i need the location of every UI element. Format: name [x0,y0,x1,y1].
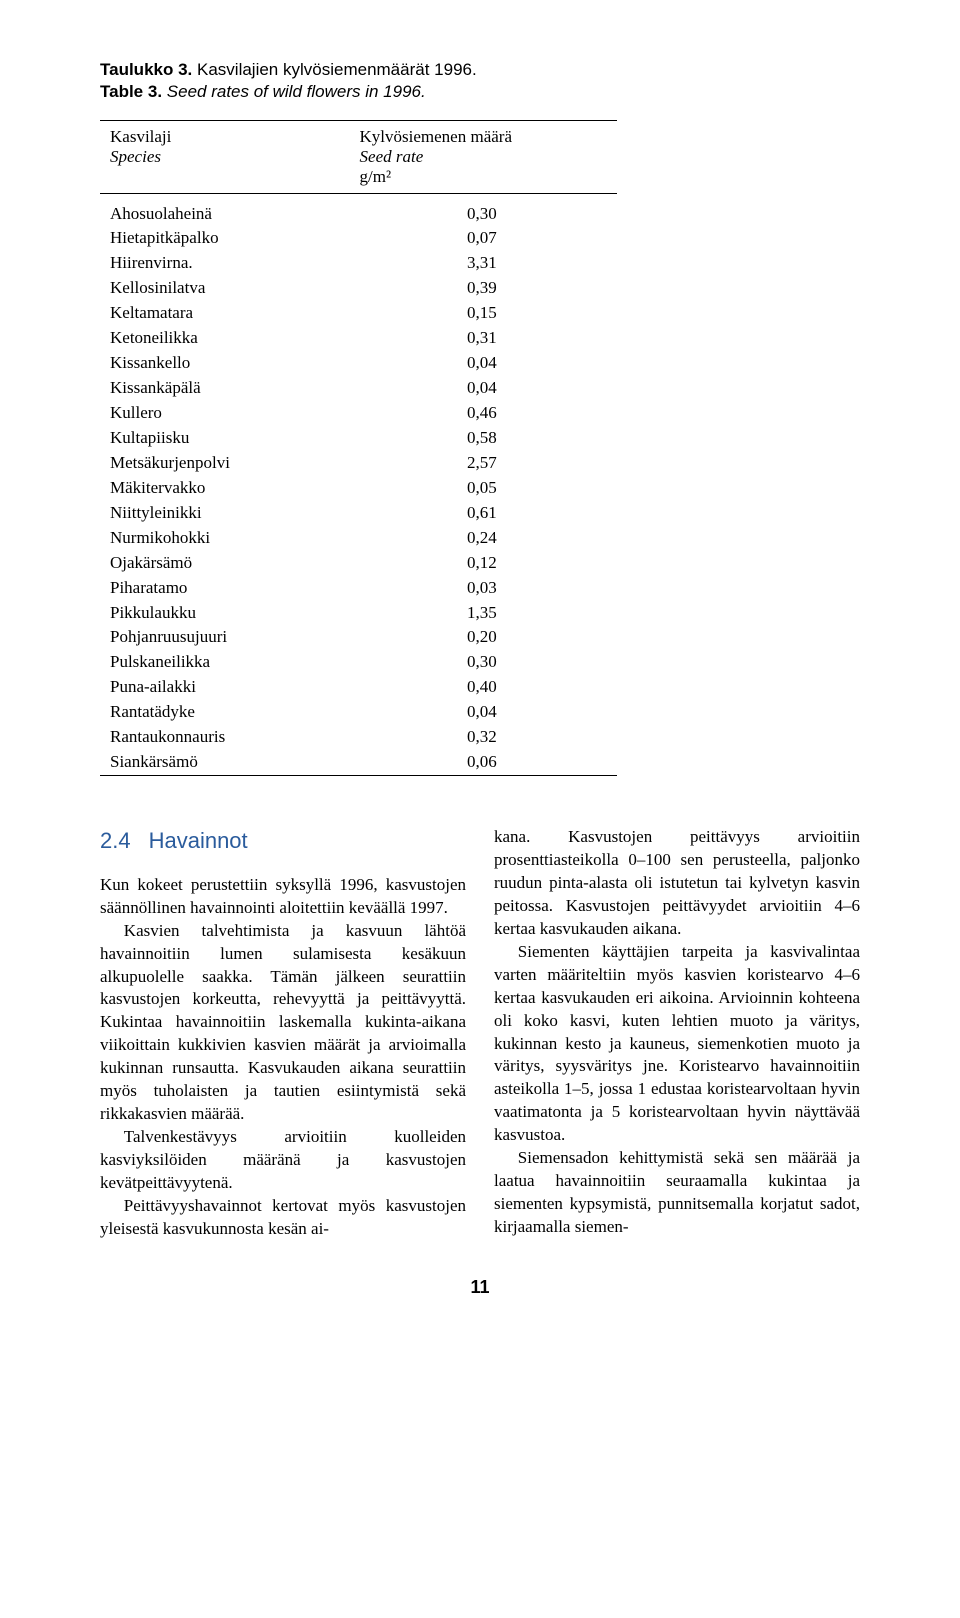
value-cell: 0,15 [300,301,617,326]
table-row: Siankärsämö0,06 [100,750,617,775]
hdr-kylvosiemenen: Kylvösiemenen määrä [360,127,512,146]
section-heading: 2.4 Havainnot [100,826,466,856]
value-cell: 0,04 [300,700,617,725]
section-title: Havainnot [149,828,248,853]
species-cell: Pohjanruusujuuri [100,625,300,650]
paragraph-3: Talvenkestävyys arvioitiin kuolleiden ka… [100,1126,466,1195]
paragraph-4a: Peittävyyshavainnot kertovat myös kasvus… [100,1195,466,1241]
paragraph-2: Kasvien talvehtimista ja kasvuun lähtöä … [100,920,466,1126]
table-caption-en: Table 3. Seed rates of wild flowers in 1… [100,82,860,102]
value-cell: 0,12 [300,551,617,576]
species-cell: Hiirenvirna. [100,251,300,276]
species-cell: Puna-ailakki [100,675,300,700]
table-row: Kissankäpälä0,04 [100,376,617,401]
paragraph-4b: kana. Kasvustojen peittävyys arvioitiin … [494,826,860,941]
table-row: Ahosuolaheinä0,30 [100,202,617,227]
value-cell: 0,03 [300,576,617,601]
hdr-seedrate: Seed rate [360,147,424,166]
species-cell: Ojakärsämö [100,551,300,576]
paragraph-6: Siemensadon kehittymistä sekä sen määrää… [494,1147,860,1239]
species-cell: Kissankello [100,351,300,376]
species-cell: Rantaukonnauris [100,725,300,750]
table-caption-fi: Taulukko 3. Kasvilajien kylvösiemenmäärä… [100,60,860,80]
value-cell: 0,06 [300,750,617,775]
value-cell: 0,39 [300,276,617,301]
value-cell: 0,40 [300,675,617,700]
paragraph-5: Siementen käyttäjien tarpeita ja kasviva… [494,941,860,1147]
species-cell: Nurmikohokki [100,526,300,551]
species-cell: Pikkulaukku [100,601,300,626]
table-header-row: Kasvilaji Species Kylvösiemenen määrä Se… [100,121,617,194]
table-row: Pohjanruusujuuri0,20 [100,625,617,650]
species-cell: Pulskaneilikka [100,650,300,675]
species-cell: Mäkitervakko [100,476,300,501]
table-row: Rantaukonnauris0,32 [100,725,617,750]
species-cell: Hietapitkäpalko [100,226,300,251]
table-row: Ketoneilikka0,31 [100,326,617,351]
value-cell: 3,31 [300,251,617,276]
page-number: 11 [100,1277,860,1298]
species-cell: Metsäkurjenpolvi [100,451,300,476]
table-row: Ojakärsämö0,12 [100,551,617,576]
hdr-kasvilaji: Kasvilaji [110,127,171,146]
value-cell: 0,20 [300,625,617,650]
species-cell: Ketoneilikka [100,326,300,351]
section-number: 2.4 [100,828,131,853]
col-header-seedrate: Kylvösiemenen määrä Seed rate g/m² [300,121,617,194]
table-number-en: Table 3. [100,82,162,101]
col-header-species: Kasvilaji Species [100,121,300,194]
table-row: Metsäkurjenpolvi2,57 [100,451,617,476]
value-cell: 0,07 [300,226,617,251]
table-number-fi: Taulukko 3. [100,60,192,79]
table-block: Taulukko 3. Kasvilajien kylvösiemenmäärä… [100,60,860,776]
value-cell: 0,05 [300,476,617,501]
value-cell: 1,35 [300,601,617,626]
species-cell: Siankärsämö [100,750,300,775]
species-cell: Piharatamo [100,576,300,601]
hdr-unit: g/m² [360,167,392,186]
value-cell: 0,61 [300,501,617,526]
value-cell: 0,32 [300,725,617,750]
table-row: Hietapitkäpalko0,07 [100,226,617,251]
seed-rate-table: Kasvilaji Species Kylvösiemenen määrä Se… [100,120,617,776]
value-cell: 0,30 [300,650,617,675]
body-columns: 2.4 Havainnot Kun kokeet perustettiin syk… [100,826,860,1241]
table-row: Niittyleinikki0,61 [100,501,617,526]
value-cell: 0,24 [300,526,617,551]
species-cell: Keltamatara [100,301,300,326]
table-row: Kellosinilatva0,39 [100,276,617,301]
value-cell: 0,31 [300,326,617,351]
hdr-species: Species [110,147,161,166]
table-row: Nurmikohokki0,24 [100,526,617,551]
value-cell: 0,04 [300,376,617,401]
table-row: Rantatädyke0,04 [100,700,617,725]
species-cell: Ahosuolaheinä [100,202,300,227]
table-row: Pulskaneilikka0,30 [100,650,617,675]
table-body: Ahosuolaheinä0,30Hietapitkäpalko0,07Hiir… [100,194,617,776]
paragraph-1: Kun kokeet perustettiin syksyllä 1996, k… [100,874,466,920]
table-row: Kultapiisku0,58 [100,426,617,451]
table-row: Hiirenvirna.3,31 [100,251,617,276]
table-row: Kullero0,46 [100,401,617,426]
value-cell: 0,30 [300,202,617,227]
species-cell: Kellosinilatva [100,276,300,301]
table-title-en-text: Seed rates of wild flowers in 1996. [167,82,426,101]
value-cell: 0,04 [300,351,617,376]
value-cell: 2,57 [300,451,617,476]
species-cell: Kultapiisku [100,426,300,451]
table-title-fi-text: Kasvilajien kylvösiemenmäärät 1996. [197,60,477,79]
species-cell: Rantatädyke [100,700,300,725]
table-row: Pikkulaukku1,35 [100,601,617,626]
table-row: Puna-ailakki0,40 [100,675,617,700]
table-row: Keltamatara0,15 [100,301,617,326]
species-cell: Niittyleinikki [100,501,300,526]
species-cell: Kissankäpälä [100,376,300,401]
table-row: Mäkitervakko0,05 [100,476,617,501]
table-row: Kissankello0,04 [100,351,617,376]
species-cell: Kullero [100,401,300,426]
table-row: Piharatamo0,03 [100,576,617,601]
value-cell: 0,58 [300,426,617,451]
value-cell: 0,46 [300,401,617,426]
